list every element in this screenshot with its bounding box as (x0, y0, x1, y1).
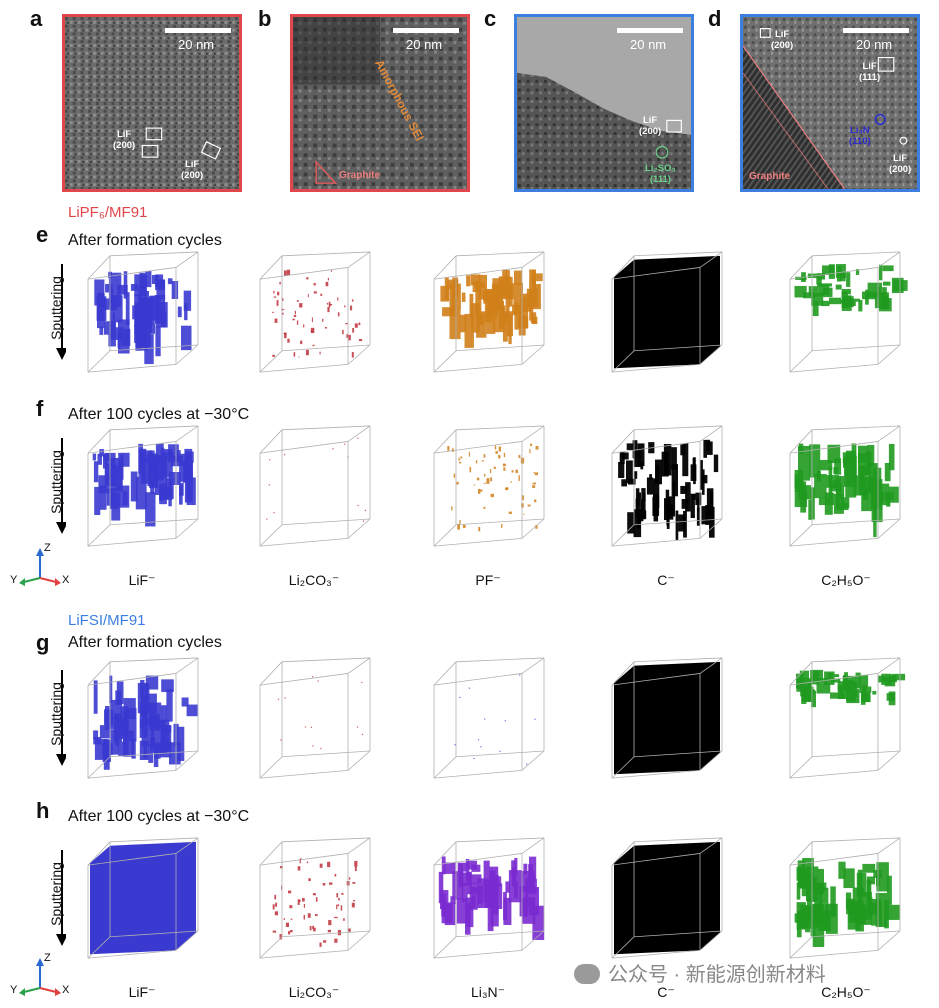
scale-bar (843, 28, 909, 33)
scale-bar (165, 28, 231, 33)
annotation-lif-200: LiF (200) (771, 29, 794, 51)
cube-li2co3 (252, 836, 378, 962)
electrolyte-label-lipf6: LiPF₆/MF91 (68, 204, 148, 221)
ion-label-lif: LiF⁻ (128, 572, 156, 588)
sputtering-label: Sputtering (48, 682, 64, 746)
panel-label-e: e (36, 222, 49, 247)
down-arrow-icon (56, 670, 68, 766)
ion-label-li2co3: Li₂CO₃⁻ (288, 572, 340, 588)
sputtering-indicator: Sputtering (44, 668, 68, 768)
ion-label-lif: LiF⁻ (128, 984, 156, 1000)
cube-c (604, 250, 730, 376)
row-condition-g: After formation cycles (68, 634, 222, 651)
sputtering-label: Sputtering (48, 450, 64, 514)
sputtering-indicator: Sputtering (44, 262, 68, 362)
cube-c2h5o (782, 656, 908, 782)
ion-label-c: C⁻ (657, 572, 675, 588)
axis-z-label: Z (44, 952, 51, 964)
axis-triad: Z Y X (10, 540, 70, 592)
panel-label-f: f (36, 396, 44, 421)
panel-label-c: c (484, 6, 497, 31)
panel-label-g: g (36, 630, 50, 655)
annotation-lif-200: LiF (200) (113, 129, 136, 151)
cube-c2h5o (782, 250, 908, 376)
tem-image-a: 20 nm LiF (200) LiF (200) (62, 14, 242, 192)
down-arrow-icon (56, 438, 68, 534)
annotation-graphite: Graphite (749, 171, 791, 182)
sputtering-label: Sputtering (48, 276, 64, 340)
row-condition-f: After 100 cycles at −30°C (68, 406, 250, 423)
scale-bar (617, 28, 683, 33)
wechat-icon (574, 964, 600, 984)
down-arrow-icon (56, 850, 68, 946)
annotation-lif-200: LiF (200) (639, 115, 662, 137)
cube-li2co3 (252, 250, 378, 376)
xyz-axes-icon (19, 958, 61, 996)
ion-label-c2h5o: C₂H₅O⁻ (821, 984, 871, 1000)
down-arrow-icon (56, 264, 68, 360)
axis-x-label: X (62, 574, 70, 586)
cube-c (604, 836, 730, 962)
ion-label-li3n: Li₃N⁻ (470, 984, 506, 1000)
ion-label-c2h5o: C₂H₅O⁻ (821, 572, 871, 588)
annotation-li3n-110: Li₃N (110) (849, 125, 871, 147)
sputtering-indicator: Sputtering (44, 848, 68, 948)
ion-label-li2co3: Li₂CO₃⁻ (288, 984, 340, 1000)
cube-c2h5o (782, 424, 908, 550)
annotation-lif-200: LiF (200) (889, 153, 912, 175)
panel-label-d: d (708, 6, 722, 31)
watermark-text: 公众号 · 新能源创新材料 (608, 964, 826, 986)
cube-c2h5o (782, 836, 908, 962)
annotation-li2so3-111: Li₂SO₃ (111) (645, 163, 676, 185)
tem-image-b: 20 nm Amorphous SEI Graphite (290, 14, 470, 192)
cube-c (604, 656, 730, 782)
cube-pf (426, 250, 552, 376)
cube-lif (80, 424, 206, 550)
cube-lif (80, 836, 206, 962)
tem-texture-b (293, 17, 467, 189)
panel-label-b: b (258, 6, 272, 31)
scale-label: 20 nm (630, 37, 667, 52)
tem-image-c: 20 nm LiF (200) Li₂SO₃ (111) (514, 14, 694, 192)
axis-z-label: Z (44, 542, 51, 554)
sputtering-indicator: Sputtering (44, 436, 68, 536)
axis-x-label: X (62, 984, 70, 996)
cube-c (604, 424, 730, 550)
watermark: 公众号 · 新能源创新材料 (574, 958, 826, 987)
cube-lif (80, 250, 206, 376)
annotation-graphite: Graphite (339, 170, 381, 181)
scale-label: 20 nm (406, 37, 443, 52)
tem-texture-d (743, 17, 917, 189)
ion-label-c: C⁻ (657, 984, 675, 1000)
axis-y-label: Y (10, 574, 18, 586)
axis-triad: Z Y X (10, 950, 70, 1002)
ion-label-pf: PF⁻ (475, 572, 501, 588)
panel-label-h: h (36, 798, 50, 823)
axis-y-label: Y (10, 984, 18, 996)
row-condition-e: After formation cycles (68, 232, 222, 249)
cube-li3n (426, 836, 552, 962)
cube-lif (80, 656, 206, 782)
panel-label-a: a (30, 6, 43, 31)
cube-li2co3 (252, 656, 378, 782)
cube-pf (426, 424, 552, 550)
xyz-axes-icon (19, 548, 61, 586)
cube-li3n (426, 656, 552, 782)
scale-label: 20 nm (178, 37, 215, 52)
cube-li2co3 (252, 424, 378, 550)
tem-image-d: 20 nm LiF (200) LiF (111) Li₃N (110) LiF… (740, 14, 920, 192)
scale-bar (393, 28, 459, 33)
scale-label: 20 nm (856, 37, 893, 52)
sputtering-label: Sputtering (48, 862, 64, 926)
row-condition-h: After 100 cycles at −30°C (68, 808, 250, 825)
annotation-lif-111: LiF (111) (859, 61, 881, 83)
tem-texture-c (517, 17, 691, 189)
electrolyte-label-lifsi: LiFSI/MF91 (68, 612, 146, 629)
tem-texture-a (65, 17, 239, 189)
annotation-lif-200: LiF (200) (181, 159, 204, 181)
